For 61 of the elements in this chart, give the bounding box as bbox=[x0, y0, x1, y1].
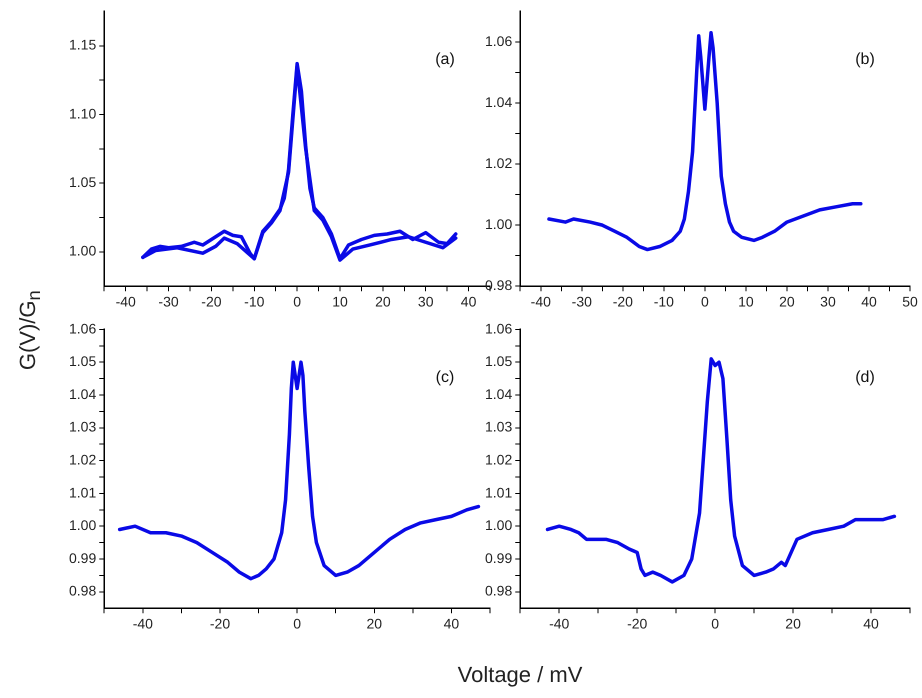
x-tick-label: -20 bbox=[201, 293, 222, 310]
x-tick-label: 50 bbox=[902, 293, 918, 310]
x-tick-label: 20 bbox=[375, 293, 391, 310]
x-tick-label: -20 bbox=[627, 615, 648, 632]
x-tick-label: 30 bbox=[820, 293, 836, 310]
x-tick-label: 0 bbox=[293, 615, 302, 632]
x-tick-label: 40 bbox=[460, 293, 477, 310]
x-tick-label: -10 bbox=[244, 293, 265, 310]
y-tick-label: 1.00 bbox=[485, 216, 512, 232]
y-tick-label: 0.98 bbox=[485, 277, 512, 294]
x-tick-label: 10 bbox=[332, 293, 348, 310]
x-tick-label: 20 bbox=[366, 615, 382, 632]
y-tick-label: 1.02 bbox=[485, 451, 512, 468]
x-tick-label: 30 bbox=[418, 293, 434, 310]
x-tick-label: -40 bbox=[116, 293, 136, 310]
x-tick-label: -40 bbox=[132, 615, 154, 632]
x-tick-label: 10 bbox=[738, 293, 754, 310]
y-tick-label: 1.00 bbox=[69, 242, 96, 259]
annotation: (b) bbox=[855, 50, 875, 68]
y-tick-label: 1.02 bbox=[69, 451, 96, 468]
y-tick-label: 0.98 bbox=[69, 582, 96, 599]
y-tick-label: 1.00 bbox=[485, 517, 512, 534]
y-tick-label: 1.15 bbox=[69, 36, 96, 53]
y-tick-label: 0.99 bbox=[485, 550, 512, 566]
x-tick-label: 0 bbox=[293, 293, 302, 310]
y-tick-label: 1.00 bbox=[69, 517, 96, 534]
y-tick-label: 1.04 bbox=[485, 94, 512, 110]
x-tick-label: -30 bbox=[572, 293, 592, 310]
x-axis-title: Voltage / mV bbox=[456, 662, 584, 688]
x-tick-label: 40 bbox=[861, 293, 877, 310]
x-tick-label: 40 bbox=[444, 615, 460, 632]
y-tick-label: 1.06 bbox=[69, 320, 96, 336]
x-tick-label: -40 bbox=[549, 615, 570, 632]
x-tick-label: 20 bbox=[779, 293, 795, 310]
y-tick-label: 1.02 bbox=[485, 154, 512, 171]
y-tick-label: 1.05 bbox=[485, 353, 512, 370]
y-tick-label: 1.03 bbox=[485, 418, 512, 435]
x-tick-label: -20 bbox=[210, 615, 230, 632]
y-tick-label: 1.06 bbox=[485, 32, 512, 49]
y-tick-label: 1.03 bbox=[69, 418, 96, 435]
y-tick-label: 1.05 bbox=[69, 174, 96, 190]
annotation: (c) bbox=[436, 368, 454, 386]
x-tick-label: -10 bbox=[654, 293, 674, 310]
y-tick-label: 1.01 bbox=[485, 484, 512, 500]
x-tick-label: 0 bbox=[711, 615, 720, 632]
y-tick-label: 0.99 bbox=[69, 550, 96, 566]
annotation: (a) bbox=[435, 50, 455, 68]
x-tick-label: 40 bbox=[863, 615, 880, 632]
y-tick-label: 1.04 bbox=[485, 386, 512, 402]
y-tick-label: 1.01 bbox=[69, 484, 96, 500]
y-tick-label: 0.98 bbox=[485, 582, 512, 599]
x-tick-label: 0 bbox=[700, 293, 709, 310]
x-tick-label: -20 bbox=[612, 293, 634, 310]
y-tick-label: 1.05 bbox=[69, 353, 96, 370]
y-tick-label: 1.06 bbox=[485, 320, 512, 336]
x-tick-label: -40 bbox=[530, 293, 552, 310]
x-tick-label: 20 bbox=[785, 615, 802, 632]
annotation: (d) bbox=[855, 368, 875, 386]
y-tick-label: 1.10 bbox=[69, 105, 96, 122]
y-tick-label: 1.04 bbox=[69, 386, 96, 402]
x-tick-label: -30 bbox=[158, 293, 179, 310]
